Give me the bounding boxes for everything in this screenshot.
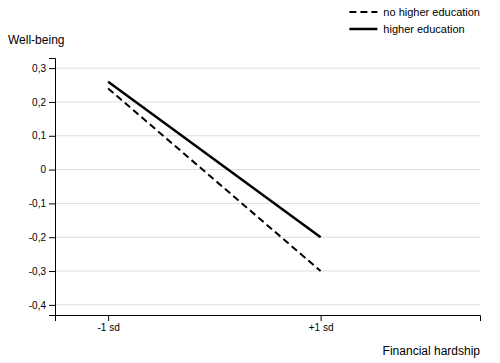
legend-label: higher education [383,23,464,35]
tick-label: 0,1 [32,130,46,141]
grid [55,68,480,305]
tick-mark [49,68,55,69]
tick-mark [108,315,109,321]
tick-label: 0,2 [32,97,46,108]
axis-line [49,59,56,316]
tick: 0,2 [32,97,55,108]
tick-label: -0,3 [29,266,47,277]
axis-line [56,316,481,322]
tick: 0,1 [32,130,55,141]
tick-mark [49,170,55,171]
tick-mark [49,237,55,238]
tick-mark [49,102,55,103]
legend-label: no higher education [383,6,480,18]
lines [108,82,321,271]
y-axis-label: Well-being [8,33,64,47]
tick-label: -1 sd [98,322,120,333]
tick-mark [49,136,55,137]
tick-mark [49,271,55,272]
grid-line [55,135,480,136]
series-line [108,82,321,238]
tick: -0,1 [29,198,55,209]
legend-item: higher education [349,23,464,35]
series-line [108,88,321,271]
tick: -0,3 [29,266,55,277]
tick: 0 [40,164,55,175]
tick: -0,4 [29,300,55,311]
tick: -1 sd [98,315,120,333]
grid-line [55,68,480,69]
x-axis-label: Financial hardship [383,344,481,358]
tick-label: +1 sd [309,322,334,333]
tick-label: -0,4 [29,300,47,311]
tick-mark [321,315,322,321]
tick: +1 sd [309,315,334,333]
legend-swatch [349,11,377,13]
grid-line [55,304,480,305]
tick-label: 0,3 [32,63,46,74]
grid-line [55,271,480,272]
x-axis: -1 sd +1 sd [56,315,481,333]
legend-item: no higher education [349,6,480,18]
tick-mark [49,305,55,306]
chart: -1 sd +1 sd -0,4 -0,3 -0,2 -0,1 0 0,1 0,2 0,3 Fina… [0,0,500,363]
tick-label: -0,1 [29,198,47,209]
tick-label: -0,2 [29,232,47,243]
grid-line [55,169,480,170]
tick-label: 0 [40,164,46,175]
legend: no higher education higher education [349,6,480,35]
tick-mark [49,203,55,204]
legend-swatch [349,28,377,31]
plot: -1 sd +1 sd -0,4 -0,3 -0,2 -0,1 0 0,1 0,2 0,3 [29,59,481,334]
grid-line [55,237,480,238]
grid-line [55,101,480,102]
y-axis: -0,4 -0,3 -0,2 -0,1 0 0,1 0,2 0,3 [29,59,56,316]
grid-line [55,203,480,204]
tick: 0,3 [32,63,55,74]
tick: -0,2 [29,232,55,243]
